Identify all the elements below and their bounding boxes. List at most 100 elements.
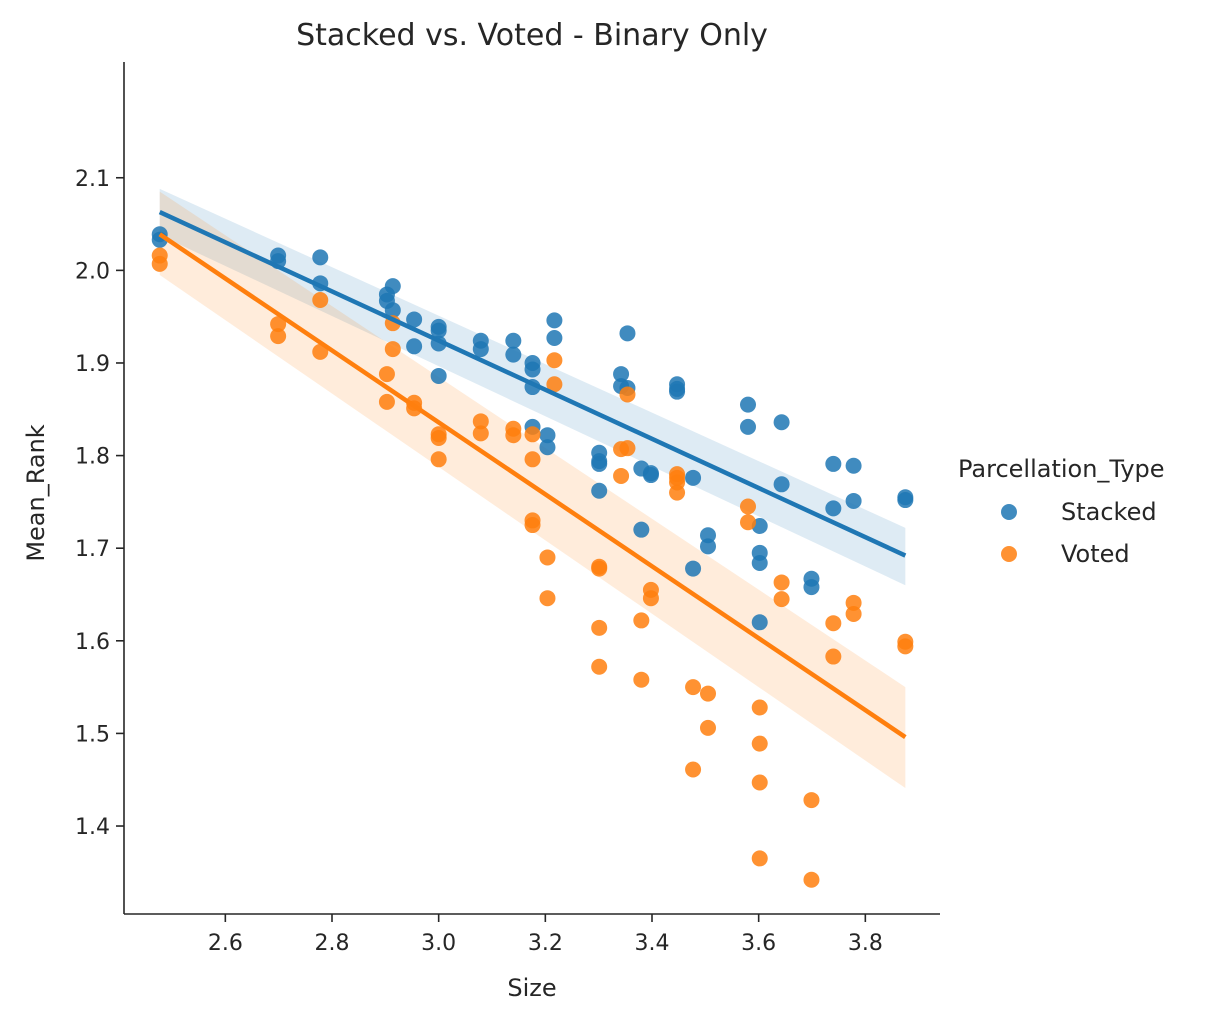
stacked-point (384, 278, 401, 295)
stacked-point (845, 457, 862, 474)
voted-point (642, 590, 659, 607)
voted-point (845, 594, 862, 611)
voted-point (803, 871, 820, 888)
x-tick-label: 3.8 (848, 931, 883, 956)
stacked-point (633, 521, 650, 538)
stacked-point (825, 500, 842, 517)
voted-point (378, 366, 395, 383)
voted-point (740, 498, 756, 515)
stacked-point (539, 439, 556, 456)
y-tick-label: 1.8 (75, 445, 110, 470)
voted-point (633, 671, 650, 688)
voted-point (773, 574, 790, 591)
y-tick-label: 1.4 (75, 815, 110, 840)
voted-point (619, 386, 636, 403)
voted-point (591, 619, 608, 636)
voted-point (312, 292, 329, 309)
voted-point (613, 467, 630, 484)
voted-point (751, 774, 768, 791)
voted-point (619, 440, 636, 457)
voted-point (591, 560, 608, 577)
x-tick-label: 3.0 (421, 931, 456, 956)
voted-regression-line (158, 232, 907, 739)
stacked-regression-line (158, 209, 907, 558)
confidence-bands (159, 188, 906, 789)
stacked-point (546, 312, 563, 329)
stacked-point (591, 455, 608, 472)
stacked-point (685, 560, 702, 577)
stacked-point (740, 418, 756, 435)
axes: 2.6 2.8 3.0 3.2 3.4 3.6 3.8 1.4 1.5 1.6 1.7 1.8 1.9 2… (75, 62, 940, 956)
x-tick-label: 3.4 (635, 931, 670, 956)
legend-marker-voted (1001, 546, 1017, 562)
voted-point (825, 648, 842, 665)
stacked-point (591, 482, 608, 499)
voted-point (524, 451, 541, 468)
stacked-point (505, 346, 522, 363)
stacked-point (685, 469, 702, 486)
x-tick-label: 3.6 (741, 931, 776, 956)
voted-point (751, 850, 768, 867)
stacked-point (845, 492, 862, 509)
y-tick-label: 1.7 (75, 537, 110, 562)
voted-point (151, 255, 168, 272)
voted-point (430, 429, 447, 446)
voted-point (539, 590, 556, 607)
voted-point (751, 735, 768, 752)
stacked-point (700, 527, 716, 544)
stacked-point (803, 579, 820, 596)
stacked-point (751, 555, 768, 572)
stacked-point (472, 341, 489, 358)
voted-point (384, 341, 401, 358)
stacked-point (430, 322, 447, 339)
voted-point (700, 719, 716, 736)
stacked-point (406, 311, 423, 328)
voted-point (897, 638, 914, 655)
stacked-point (897, 492, 914, 509)
stacked-point (539, 427, 556, 444)
stacked-point (312, 249, 329, 266)
stacked-point (384, 302, 401, 319)
voted-point (669, 484, 686, 501)
y-tick-label: 2.1 (75, 167, 110, 192)
legend-title: Parcellation_Type (958, 455, 1165, 483)
voted-point (546, 376, 563, 393)
x-tick-label: 3.2 (528, 931, 563, 956)
stacked-point (524, 361, 541, 378)
voted-point (633, 612, 650, 629)
voted-point (546, 352, 563, 369)
voted-point (740, 514, 756, 531)
voted-point (591, 658, 608, 675)
scatter-points (151, 226, 914, 888)
voted-point (430, 451, 447, 468)
voted-point (700, 685, 716, 702)
voted-point (505, 427, 522, 444)
voted-point (825, 615, 842, 632)
voted-point (845, 605, 862, 622)
x-tick-label: 2.6 (208, 931, 243, 956)
stacked-point (642, 467, 659, 484)
y-tick-label: 1.5 (75, 722, 110, 747)
voted-point (472, 413, 489, 430)
y-tick-label: 1.6 (75, 630, 110, 655)
legend: Parcellation_Type Stacked Voted (958, 455, 1165, 568)
stacked-point (700, 538, 716, 555)
stacked-point (430, 367, 447, 384)
stacked-point (773, 476, 790, 493)
stacked-point (751, 614, 768, 631)
voted-confidence-band (159, 191, 906, 789)
stacked-point (669, 383, 686, 400)
stacked-point (406, 338, 423, 355)
stacked-point (825, 455, 842, 472)
voted-point (773, 591, 790, 608)
voted-point (751, 699, 768, 716)
voted-point (270, 316, 287, 333)
legend-label-stacked: Stacked (1061, 498, 1157, 526)
stacked-point (505, 332, 522, 349)
voted-point (685, 679, 702, 696)
x-axis-label: Size (507, 974, 556, 1002)
voted-point (270, 328, 287, 345)
regression-lines (158, 209, 907, 739)
voted-point (685, 761, 702, 778)
